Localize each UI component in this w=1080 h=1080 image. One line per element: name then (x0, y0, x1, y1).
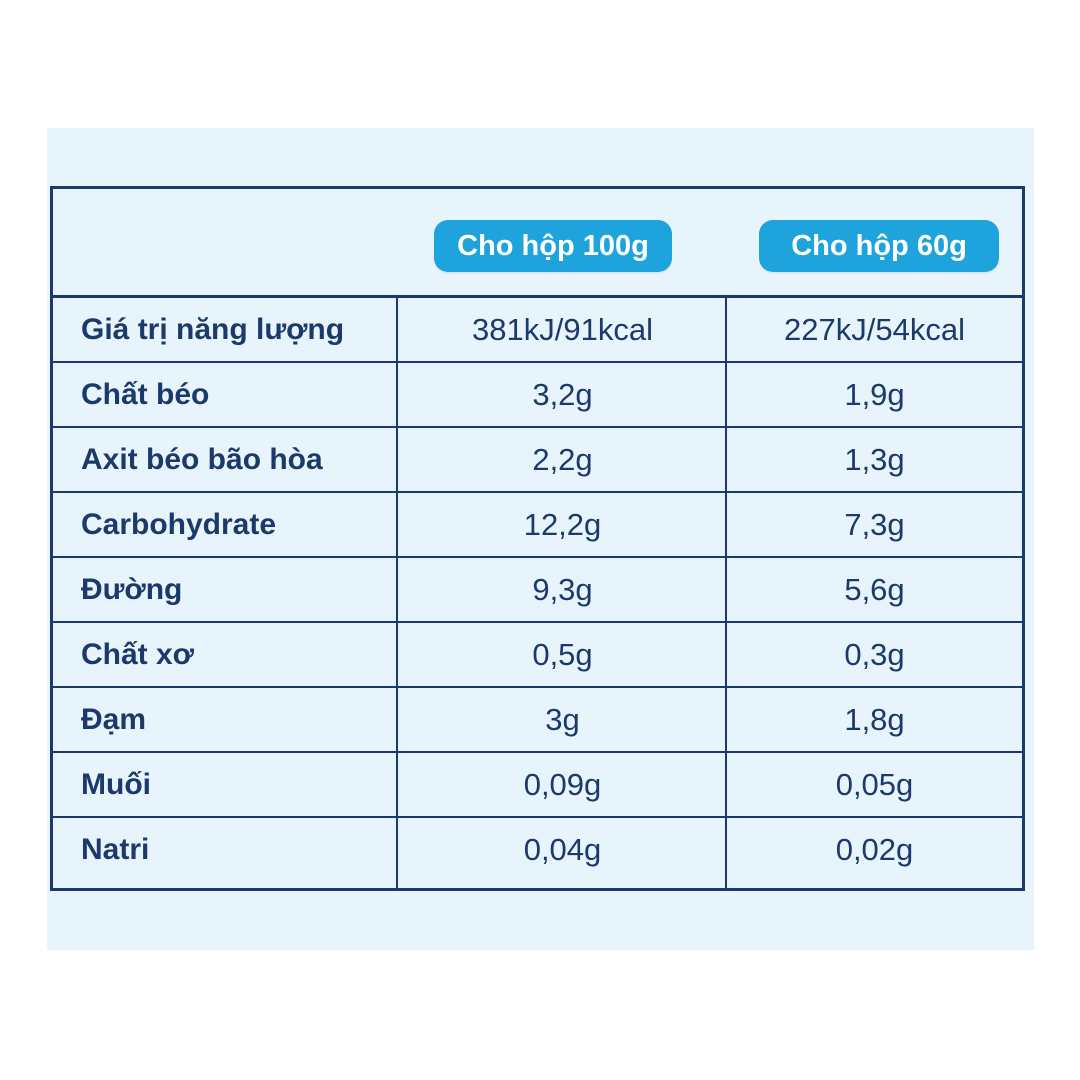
value-60g: 0,05g (835, 767, 914, 802)
column-header-60g: Cho hộp 60g (759, 220, 999, 272)
table-header-row: Cho hộp 100g Cho hộp 60g (53, 189, 1022, 298)
column-divider (396, 298, 398, 891)
value-100g: 381kJ/91kcal (472, 312, 653, 347)
value-60g: 5,6g (844, 572, 905, 607)
value-100g: 0,04g (523, 832, 602, 867)
value-60g: 1,3g (844, 442, 905, 477)
row-label: Chất xơ (81, 638, 195, 671)
table-row: Axit béo bão hòa 2,2g 1,3g (53, 428, 1022, 493)
row-label: Natri (81, 833, 150, 866)
value-60g: 227kJ/54kcal (784, 312, 965, 347)
table-row: Carbohydrate 12,2g 7,3g (53, 493, 1022, 558)
table-row: Muối 0,09g 0,05g (53, 753, 1022, 818)
value-60g: 7,3g (844, 507, 905, 542)
table-row: Chất xơ 0,5g 0,3g (53, 623, 1022, 688)
nutrition-table: Cho hộp 100g Cho hộp 60g Giá trị năng lư… (50, 186, 1025, 891)
table-row: Giá trị năng lượng 381kJ/91kcal 227kJ/54… (53, 298, 1022, 363)
value-60g: 0,02g (835, 832, 914, 867)
row-label: Muối (81, 768, 151, 801)
column-divider (725, 298, 727, 891)
column-header-100g: Cho hộp 100g (434, 220, 672, 272)
row-label: Giá trị năng lượng (81, 313, 345, 346)
value-100g: 2,2g (532, 442, 593, 477)
value-60g: 0,3g (844, 637, 905, 672)
table-row: Đạm 3g 1,8g (53, 688, 1022, 753)
table-row: Natri 0,04g 0,02g (53, 818, 1022, 888)
row-label: Chất béo (81, 378, 210, 411)
table-row: Chất béo 3,2g 1,9g (53, 363, 1022, 428)
row-label: Axit béo bão hòa (81, 443, 323, 476)
value-100g: 0,5g (532, 637, 593, 672)
row-label: Carbohydrate (81, 508, 277, 541)
value-100g: 9,3g (532, 572, 593, 607)
value-100g: 12,2g (523, 507, 602, 542)
value-60g: 1,8g (844, 702, 905, 737)
value-100g: 0,09g (523, 767, 602, 802)
value-60g: 1,9g (844, 377, 905, 412)
value-100g: 3g (545, 702, 580, 737)
row-label: Đạm (81, 703, 147, 736)
value-100g: 3,2g (532, 377, 593, 412)
row-label: Đường (81, 573, 183, 606)
table-row: Đường 9,3g 5,6g (53, 558, 1022, 623)
